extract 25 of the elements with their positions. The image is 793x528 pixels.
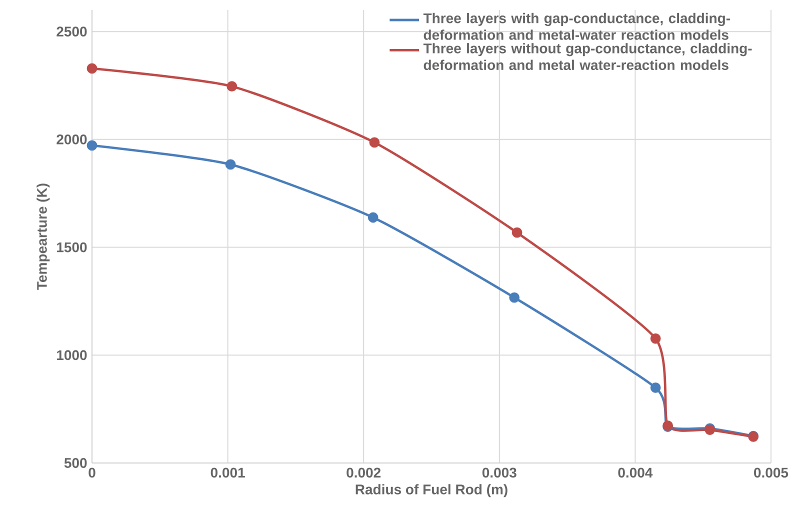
point <box>225 159 236 170</box>
y-axis-title: Tempearture (K) <box>36 184 50 290</box>
point <box>650 382 661 393</box>
x-tick-label: 0.004 <box>618 468 653 478</box>
x-tick-label: 0.001 <box>210 468 245 478</box>
legend-label: Three layers without gap-conductance, cladding-deformation and metal water-reaction models <box>423 43 752 70</box>
point <box>650 333 661 344</box>
y-tick-label: 1000 <box>57 350 87 360</box>
point <box>509 292 520 303</box>
y-tick-label: 2000 <box>56 134 87 144</box>
point <box>86 63 98 74</box>
point <box>512 227 522 238</box>
x-tick-label: 0.003 <box>482 468 516 478</box>
x-tick-label: 0.005 <box>754 468 788 478</box>
y-tick-label: 500 <box>64 458 87 468</box>
x-tick-label: 0.002 <box>346 468 381 478</box>
legend-label: Three layers with gap-conductance, cladding-deformation and metal-water reaction models <box>423 12 730 40</box>
x-axis-title: Radius of Fuel Rod (m) <box>356 484 508 498</box>
y-tick-label: 2500 <box>56 26 87 37</box>
point <box>86 140 98 151</box>
point <box>226 81 238 92</box>
x-tick-label: 0 <box>88 468 96 478</box>
point <box>368 212 378 223</box>
point <box>369 137 380 148</box>
y-tick-label: 1500 <box>57 242 87 252</box>
